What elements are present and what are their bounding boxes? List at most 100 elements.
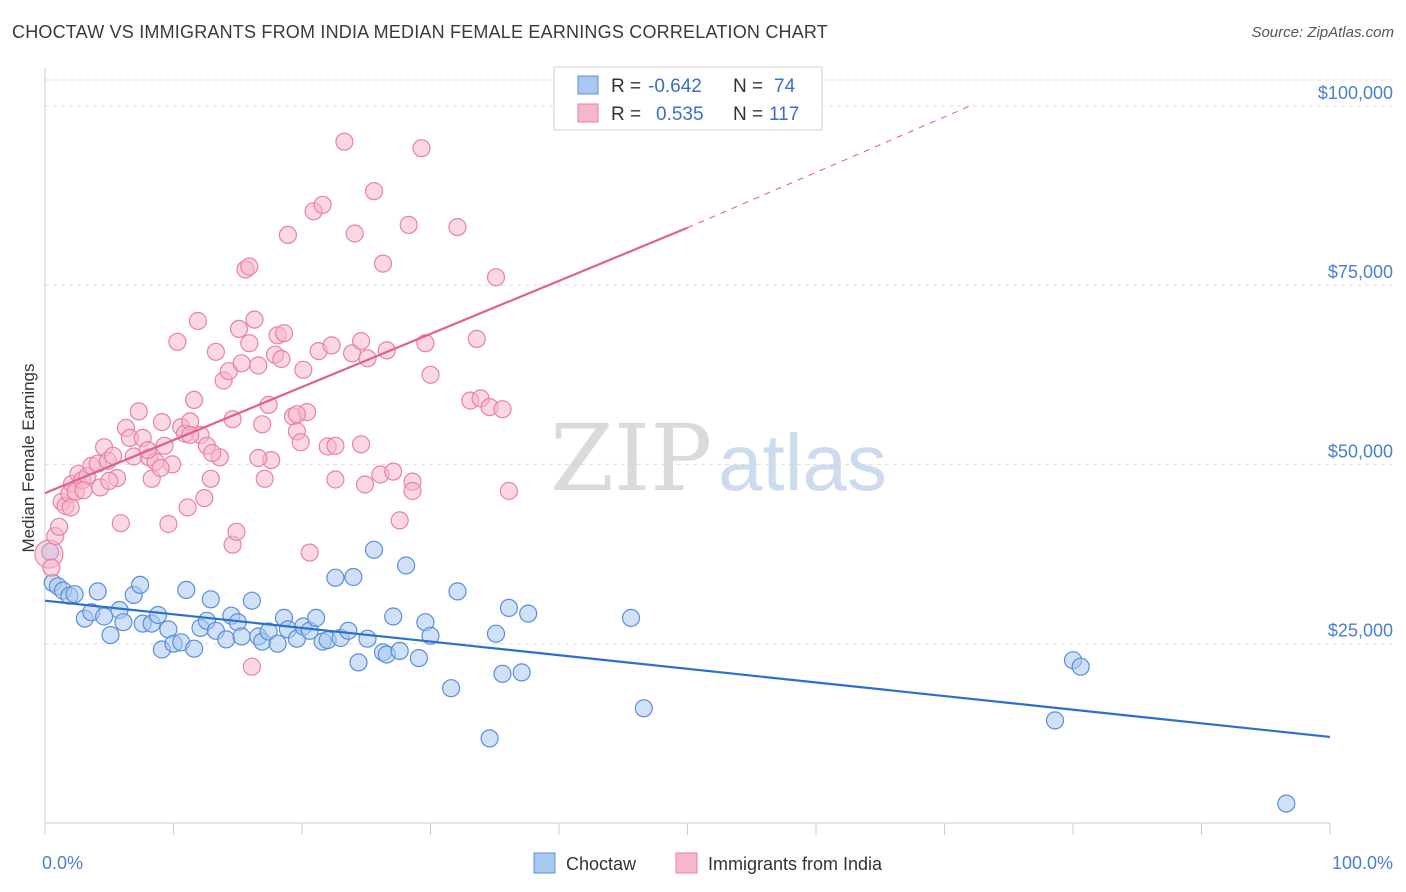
india-point [493, 400, 512, 419]
choctaw-point [259, 622, 278, 641]
watermark: ZIP atlas [550, 405, 887, 512]
choctaw-point [448, 582, 467, 601]
choctaw-point [94, 607, 114, 626]
india-point [159, 514, 178, 534]
india-point [486, 268, 506, 287]
choctaw-point [409, 648, 428, 668]
choctaw-point [1045, 711, 1065, 730]
legend-box: R = -0.642 N = 74 R = 0.535 N = 117 [553, 66, 823, 131]
india-point [61, 498, 80, 517]
india-point [227, 522, 246, 541]
series-choctaw [40, 540, 1296, 813]
choctaw-point [480, 729, 499, 748]
india-point [42, 558, 61, 577]
choctaw-point [442, 679, 461, 698]
india-point [178, 498, 197, 517]
bottom-legend-label-india: Immigrants from India [708, 854, 883, 874]
y-tick-label: $75,000 [1328, 262, 1393, 282]
india-point [448, 218, 467, 237]
india-point [421, 365, 440, 384]
india-point [326, 436, 345, 455]
y-tick-label: $50,000 [1328, 441, 1393, 461]
india-point [74, 481, 93, 500]
india-point [272, 349, 291, 369]
choctaw-point [349, 653, 368, 672]
india-trend-line-extension [687, 105, 971, 229]
india-point [240, 257, 259, 276]
legend-r-label-1: R = [611, 76, 641, 97]
y-axis-title: Median Female Earnings [19, 364, 38, 553]
choctaw-point [344, 567, 363, 587]
legend-swatch-choctaw [577, 75, 599, 95]
trend-lines [44, 105, 1331, 739]
watermark-zip: ZIP [550, 405, 712, 512]
x-tick-label-end: 100.0% [1332, 853, 1393, 873]
india-point [352, 332, 371, 351]
bottom-legend: Choctaw Immigrants from India [533, 852, 883, 874]
watermark-atlas: atlas [718, 418, 887, 507]
y-tick-label: $25,000 [1328, 621, 1393, 641]
india-point [345, 224, 364, 243]
choctaw-point [149, 605, 168, 625]
india-point [412, 139, 431, 158]
india-point [151, 458, 170, 478]
india-point [188, 311, 207, 331]
india-point [300, 543, 319, 562]
legend-r-label-2: R = [611, 104, 641, 125]
india-point [206, 342, 225, 361]
legend-n-label-1: N = [733, 76, 763, 97]
india-point [253, 415, 272, 434]
choctaw-point [242, 591, 261, 610]
india-point [49, 517, 69, 536]
choctaw-point [621, 608, 641, 628]
choctaw-point [1277, 794, 1296, 813]
india-point [201, 469, 220, 488]
india-point [195, 489, 214, 508]
choctaw-point [397, 556, 416, 575]
choctaw-point [493, 664, 512, 683]
legend-swatch-india [577, 103, 599, 123]
choctaw-point [88, 582, 107, 601]
choctaw-point [499, 598, 518, 618]
choctaw-point [634, 699, 653, 718]
choctaw-point [65, 585, 84, 604]
india-point [249, 448, 268, 468]
choctaw-point [326, 568, 345, 587]
source-note: Source: ZipAtlas.com [1251, 24, 1394, 41]
india-point [352, 435, 371, 454]
india-point [322, 336, 341, 355]
legend-r-value-1: -0.642 [648, 76, 702, 97]
y-tick-label: $100,000 [1318, 83, 1393, 103]
bottom-legend-swatch-choctaw [533, 852, 556, 874]
india-point [467, 329, 486, 348]
india-point [185, 390, 204, 409]
india-point [403, 481, 422, 501]
choctaw-point [1071, 657, 1090, 676]
india-point [335, 132, 354, 151]
choctaw-point [307, 608, 326, 628]
india-point [355, 475, 375, 494]
india-point [240, 334, 259, 353]
india-point [499, 481, 518, 501]
india-point [100, 471, 119, 490]
choctaw-point [519, 604, 538, 623]
india-point [416, 334, 435, 353]
choctaw-point [268, 634, 287, 653]
india-point [390, 511, 409, 530]
bottom-legend-label-choctaw: Choctaw [566, 854, 637, 874]
series-india [34, 132, 518, 676]
india-point [287, 405, 306, 424]
bottom-legend-swatch-india [675, 852, 698, 874]
choctaw-trend-line [44, 599, 1331, 739]
choctaw-point [131, 575, 150, 595]
india-point [232, 354, 251, 373]
india-point [255, 469, 274, 488]
choctaw-point [358, 629, 377, 648]
india-point [203, 443, 222, 463]
india-point [364, 182, 384, 201]
india-point [129, 402, 148, 421]
legend-r-value-2: 0.535 [656, 104, 704, 125]
chart-title: CHOCTAW VS IMMIGRANTS FROM INDIA MEDIAN … [12, 22, 828, 42]
india-point [111, 514, 130, 533]
